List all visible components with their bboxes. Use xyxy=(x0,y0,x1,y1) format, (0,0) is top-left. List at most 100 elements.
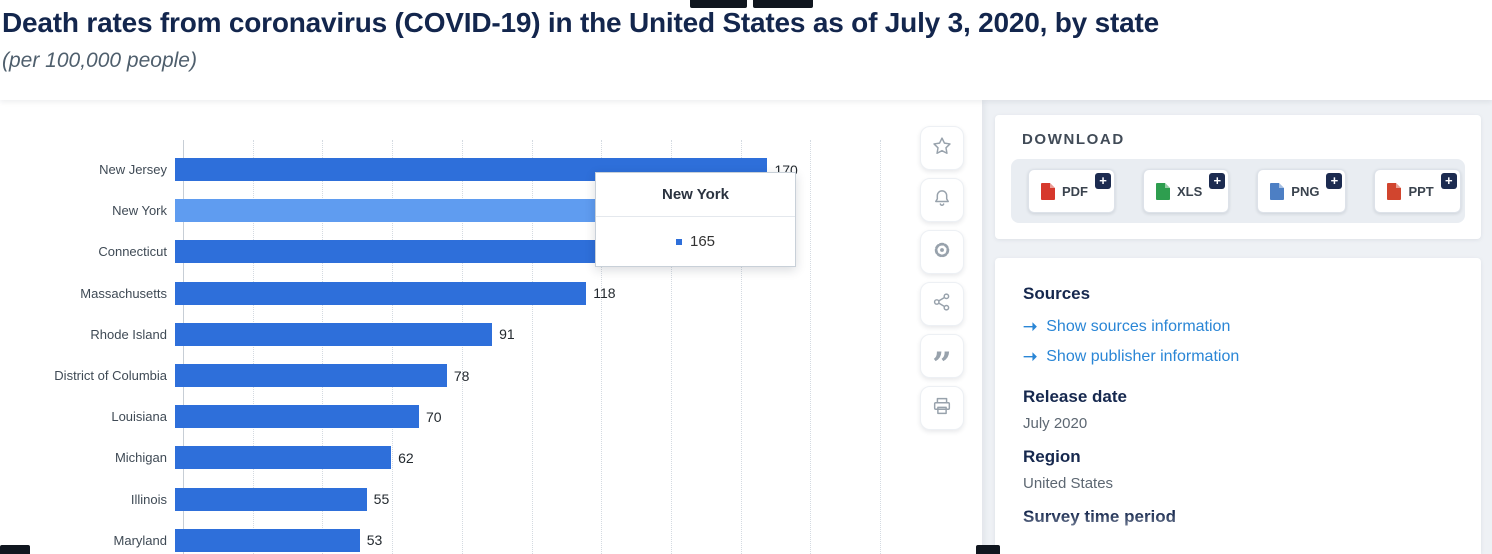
bar-track: 78 xyxy=(175,364,872,388)
alerts-button[interactable] xyxy=(920,178,964,222)
value-label: 53 xyxy=(366,532,383,549)
bar-track: 70 xyxy=(175,405,872,429)
add-to-basket-plus-badge[interactable]: + xyxy=(1326,173,1343,189)
add-to-basket-plus-badge[interactable]: + xyxy=(1440,173,1457,189)
cropped-overlay-element xyxy=(753,0,813,8)
file-pdf-icon xyxy=(1041,182,1055,200)
info-card: Sources ➝ Show sources information ➝ Sho… xyxy=(995,258,1481,554)
download-button-group: PDF + XLS + PNG + PPT + xyxy=(1011,159,1465,223)
show-sources-link-label: Show sources information xyxy=(1046,318,1231,335)
tooltip-value: 165 xyxy=(689,233,716,250)
settings-button[interactable] xyxy=(920,230,964,274)
share-button[interactable] xyxy=(920,282,964,326)
bar-row: Michigan 62 xyxy=(0,437,880,478)
alerts-icon xyxy=(931,187,953,214)
citation-button[interactable]: ” xyxy=(920,334,964,385)
gridline xyxy=(252,140,254,554)
download-xls-button[interactable]: XLS + xyxy=(1143,169,1230,213)
arrow-right-icon: ➝ xyxy=(1023,347,1038,366)
region-value: United States xyxy=(1023,475,1114,492)
settings-icon xyxy=(931,239,953,266)
gridline xyxy=(740,140,742,554)
region-label: Region xyxy=(1023,447,1081,466)
tooltip-title: New York xyxy=(596,173,795,217)
download-heading: DOWNLOAD xyxy=(1022,131,1125,148)
bar-row: Maryland 53 xyxy=(0,520,880,554)
gridline xyxy=(670,140,672,554)
bar-row: Louisiana 70 xyxy=(0,396,880,437)
download-png-button[interactable]: PNG + xyxy=(1257,169,1347,213)
value-label: 78 xyxy=(453,367,470,384)
show-publisher-link[interactable]: ➝ Show publisher information xyxy=(1023,342,1453,372)
download-button-label: PDF xyxy=(1062,183,1088,199)
category-label: Rhode Island xyxy=(90,326,167,342)
bar[interactable] xyxy=(175,528,360,552)
bar[interactable] xyxy=(175,240,611,264)
value-label: 55 xyxy=(373,491,390,508)
value-label: 70 xyxy=(425,408,442,425)
gridline xyxy=(531,140,533,554)
gridline xyxy=(880,140,881,554)
share-icon xyxy=(931,291,953,318)
bar[interactable] xyxy=(175,446,392,470)
chart-action-toolbar: ” xyxy=(920,126,964,430)
bar-track: 53 xyxy=(175,528,872,552)
sources-heading: Sources xyxy=(1023,284,1091,303)
cropped-overlay-element xyxy=(690,0,747,8)
release-date-label: Release date xyxy=(1023,387,1127,406)
file-ppt-icon xyxy=(1387,182,1402,200)
tooltip-bullet-icon xyxy=(675,238,682,245)
gridline xyxy=(322,140,324,554)
download-button-label: XLS xyxy=(1177,183,1203,199)
show-publisher-link-label: Show publisher information xyxy=(1046,348,1240,365)
bar[interactable] xyxy=(175,281,587,305)
bar-row: Massachusetts 118 xyxy=(0,273,880,314)
category-label: Connecticut xyxy=(98,244,167,260)
category-label: Louisiana xyxy=(111,409,167,425)
bar-row: Illinois 55 xyxy=(0,479,880,520)
favorite-button[interactable] xyxy=(920,126,964,170)
chart-tooltip: New York 165 xyxy=(595,172,796,267)
print-button[interactable] xyxy=(920,386,964,430)
gridline xyxy=(461,140,463,554)
release-date-value: July 2020 xyxy=(1023,415,1088,432)
bar[interactable] xyxy=(175,322,493,346)
bar[interactable] xyxy=(175,487,367,511)
page-subtitle: (per 100,000 people) xyxy=(2,49,197,72)
cropped-overlay-element xyxy=(0,545,30,554)
download-button-label: PNG xyxy=(1291,183,1320,199)
survey-time-period-label: Survey time period xyxy=(1023,507,1177,526)
category-label: New Jersey xyxy=(99,162,167,178)
citation-icon: ” xyxy=(932,345,952,385)
category-label: Maryland xyxy=(113,532,167,548)
gridline xyxy=(392,140,394,554)
print-icon xyxy=(931,395,953,422)
show-sources-link[interactable]: ➝ Show sources information xyxy=(1023,312,1453,342)
page-header: Death rates from coronavirus (COVID-19) … xyxy=(0,0,1492,100)
add-to-basket-plus-badge[interactable]: + xyxy=(1209,173,1226,189)
bar-track: 62 xyxy=(175,446,872,470)
favorite-icon xyxy=(931,135,953,162)
category-label: New York xyxy=(112,203,167,219)
value-label: 118 xyxy=(593,285,616,302)
bar[interactable] xyxy=(175,405,419,429)
bar-track: 55 xyxy=(175,487,872,511)
download-card: DOWNLOAD PDF + XLS + PNG + PPT + xyxy=(995,115,1481,239)
grid-layer xyxy=(183,140,881,554)
download-pdf-button[interactable]: PDF + xyxy=(1028,169,1115,213)
category-label: Illinois xyxy=(130,491,167,507)
download-ppt-button[interactable]: PPT + xyxy=(1374,169,1461,213)
bar-track: 91 xyxy=(175,322,872,346)
value-label: 91 xyxy=(499,326,515,343)
bar-row: Rhode Island 91 xyxy=(0,314,880,355)
arrow-right-icon: ➝ xyxy=(1023,317,1038,336)
file-xls-icon xyxy=(1156,182,1170,200)
bar[interactable] xyxy=(175,364,447,388)
category-label: Massachusetts xyxy=(80,285,167,301)
download-button-label: PPT xyxy=(1408,183,1434,199)
bar-row: District of Columbia 78 xyxy=(0,355,880,396)
y-axis-line xyxy=(183,140,184,554)
category-label: Michigan xyxy=(114,450,167,466)
add-to-basket-plus-badge[interactable]: + xyxy=(1095,173,1111,189)
